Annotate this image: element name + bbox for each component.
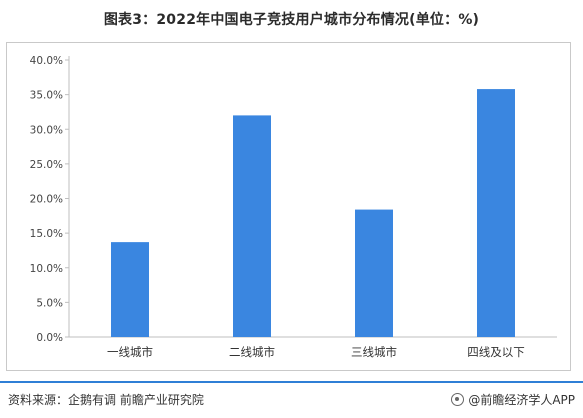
brand-logo-icon [451,393,465,406]
chart-title: 图表3：2022年中国电子竞技用户城市分布情况(单位：%) [103,12,480,28]
chart-frame: 0.0% 5.0% 10.0% 15.0% 20.0% 25.0% 30.0% 35.0% 40… [6,42,571,371]
bar-1 [111,242,149,337]
y-tick-label: 15.0% [30,228,63,240]
brand: @前瞻经济学人APP [451,391,575,408]
y-tick-label: 30.0% [30,124,63,136]
source-text: 资料来源：企鹅有调 前瞻产业研究院 [8,393,204,407]
bar-3 [355,209,393,337]
y-tick-label: 5.0% [36,297,63,309]
x-tick-label: 二线城市 [229,345,275,359]
brand-text: @前瞻经济学人APP [468,393,575,407]
bar-2 [233,115,271,338]
bar-chart: 0.0% 5.0% 10.0% 15.0% 20.0% 25.0% 30.0% 35.0% 40… [30,55,557,359]
y-tick-label: 25.0% [30,159,63,171]
y-tick-label: 40.0% [30,55,63,67]
x-tick-label: 三线城市 [351,345,397,359]
x-tick-label: 四线及以下 [467,345,525,359]
bar-4 [477,89,515,338]
x-tick-label: 一线城市 [107,345,153,359]
y-tick-label: 20.0% [30,194,63,206]
y-tick-label: 0.0% [36,332,63,344]
footer: 资料来源：企鹅有调 前瞻产业研究院 @前瞻经济学人APP [0,381,583,418]
y-tick-label: 10.0% [30,263,63,275]
y-tick-label: 35.0% [30,90,63,102]
